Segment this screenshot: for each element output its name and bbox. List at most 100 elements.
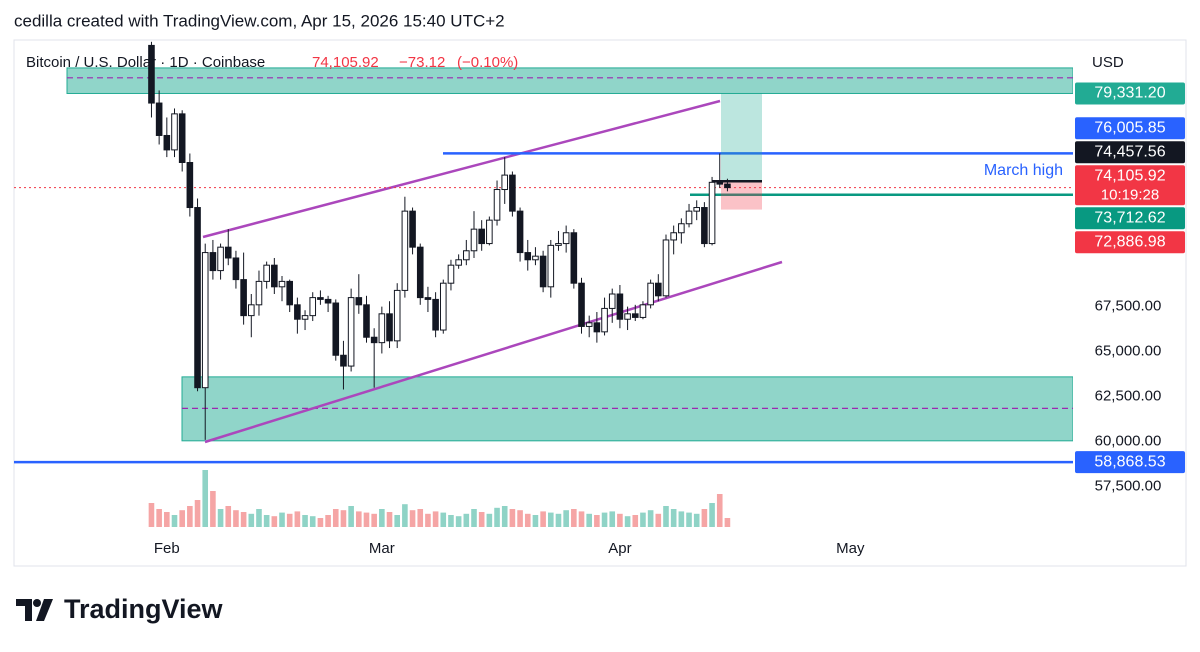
volume-bar [240,512,247,527]
price-label: 74,105.92 [1094,168,1165,185]
x-tick-label: Feb [154,540,180,557]
candle-body [155,102,163,136]
price-label-box [1075,231,1185,254]
volume-bar [340,510,347,527]
volume-bar [501,506,508,527]
price-label: 76,005.85 [1094,120,1165,137]
volume-bar [217,509,224,527]
candle-body [708,181,716,245]
candle-body [148,44,155,104]
candle-body [386,313,393,342]
volume-bar [286,513,293,527]
candle-body [608,293,616,309]
candle-body [178,113,186,163]
volume-bar [494,507,500,527]
volume-bar [555,513,562,527]
candle-body [639,304,647,318]
candle-body [232,257,240,281]
candle-body [401,210,409,291]
volume-bar [317,518,324,527]
volume-bar [225,506,232,527]
candle-body [416,246,424,299]
brand-name: TradingView [64,594,224,624]
candle-body [455,259,462,266]
plot-area [14,41,1073,527]
y-tick-label: 62,500.00 [1095,388,1162,405]
volume-bar [210,491,216,527]
volume-bar [655,513,662,527]
plot [14,41,1073,527]
x-tick-label: Mar [369,540,395,557]
volume-bar [164,512,170,527]
volume-bar [448,515,454,527]
y-tick-label: 60,000.00 [1095,433,1162,450]
volume-bar [693,513,700,527]
volume-bar [594,515,600,527]
annotation: March high [984,162,1063,179]
candle-body [201,252,209,389]
candle-body [370,336,378,344]
legend-symbol: Bitcoin / U.S. Dollar · 1D · Coinbase [26,54,265,71]
candle-body [693,207,701,212]
volume-bar [478,512,485,527]
volume-bar [609,511,616,527]
y-tick-label: 65,000.00 [1095,343,1162,360]
candle-body [186,162,194,209]
candle-body [271,264,278,288]
x-tick-label: Apr [608,540,631,557]
price-label-box [1075,207,1185,230]
brand-logo: TradingView [16,594,224,624]
candle-body [255,280,263,306]
zone [66,67,1073,94]
volume-bar [517,510,523,527]
volume-bar [171,515,178,527]
x-tick-label: May [836,540,865,557]
volume-bar [325,515,331,527]
legend-change: −73.12 [399,54,445,71]
volume-bar [356,511,362,527]
candle-body [670,232,677,241]
volume-bar [156,509,162,527]
candle-body [309,297,317,317]
candle-body [332,302,340,356]
candle-body [685,210,693,225]
candle-body [424,297,432,300]
candle-body [493,189,501,221]
candle-body [217,246,224,272]
volume-bar [379,509,385,527]
price-label-box [1075,141,1185,164]
candle-body [601,307,608,333]
price-label: 74,457.56 [1094,144,1165,161]
candle-body [194,207,201,389]
volume-bar [571,509,577,527]
candle-body [486,219,493,245]
volume-bar [686,512,692,527]
candle-body [340,354,347,367]
candle-body [532,255,539,261]
candle-body [171,113,178,151]
volume-bar [647,510,654,527]
volume-bar [363,512,370,527]
candle-body [393,289,401,342]
volume-bar [640,512,646,527]
volume-bar [187,506,193,527]
volume-bar [256,509,262,527]
volume-bar [417,509,424,527]
candle-body [209,252,217,272]
candle-body [247,304,255,317]
legend-change-pct: (−0.10%) [457,54,518,71]
candle-body [163,134,171,151]
volume-bar [663,506,669,527]
volume-bar [716,494,723,527]
candle-body [240,279,247,317]
candle-body [363,304,370,338]
volume-bar [202,470,209,527]
candle-body [509,174,516,212]
volume-bar [409,510,416,527]
countdown: 10:19:28 [1101,186,1159,203]
candle-body [501,174,509,191]
volume-bar [670,509,677,527]
price-label: 72,886.98 [1094,234,1165,251]
volume-bar [348,506,354,527]
candle-body [539,255,547,288]
